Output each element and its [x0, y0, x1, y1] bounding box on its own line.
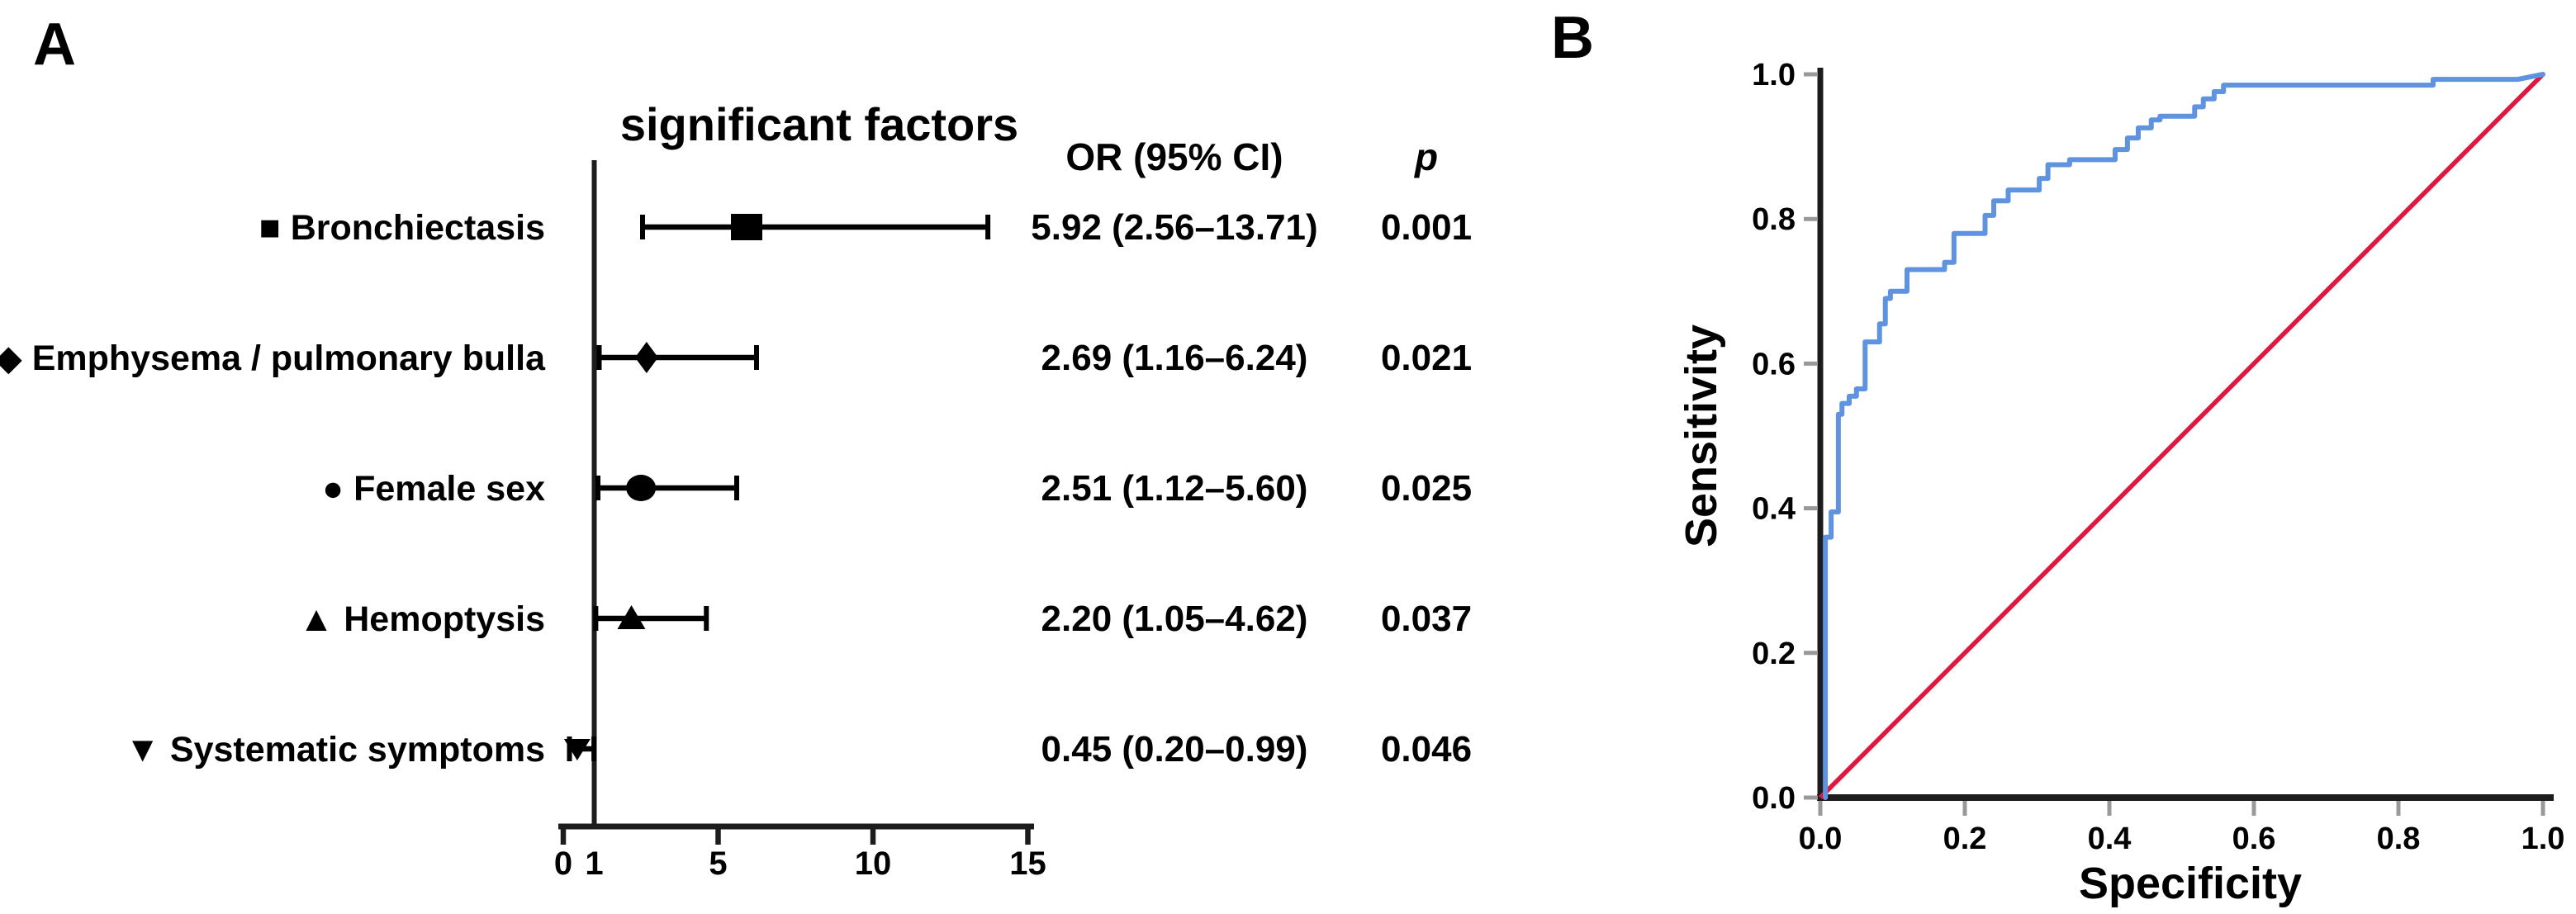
roc-x-tick-label: 1.0 — [2521, 822, 2565, 856]
panel-b-label: B — [1551, 5, 1594, 71]
roc-y-tick-label: 0.0 — [1752, 781, 1796, 816]
roc-y-tick-label: 0.4 — [1752, 492, 1796, 527]
p-value: 0.001 — [1381, 207, 1472, 248]
forest-rows: ■ Bronchiectasis 5.92 (2.56–13.71) 0.001 ◆ … — [0, 207, 1472, 770]
marker-circle — [626, 475, 657, 501]
roc-axis-ticks: 0.0 0.2 0.4 0.6 0.8 1.0 0.0 0.2 0.4 0.6 0.8 1.0 — [1752, 58, 2564, 856]
roc-x-tick-label: 0.6 — [2232, 822, 2276, 856]
or-value: 0.45 (0.20–0.99) — [1041, 729, 1308, 770]
forest-x-tick-label: 0 — [554, 845, 572, 882]
forest-row-label: ▼ Systematic symptoms — [125, 730, 545, 770]
p-value: 0.046 — [1381, 729, 1472, 770]
roc-series — [1819, 72, 2545, 800]
roc-x-tick-label: 0.0 — [1799, 822, 1843, 856]
roc-x-axis-title: Specificity — [2079, 859, 2302, 908]
panel-a-label: A — [33, 12, 76, 78]
forest-x-tick-label: 5 — [709, 845, 727, 882]
forest-x-tick-label: 15 — [1009, 845, 1046, 882]
p-column-header: p — [1413, 135, 1438, 178]
roc-y-tick-label: 0.2 — [1752, 637, 1796, 671]
roc-curve-line — [1823, 72, 2545, 800]
marker-triangle-down — [563, 739, 591, 760]
forest-row-label: ● Female sex — [322, 469, 545, 509]
or-value: 5.92 (2.56–13.71) — [1031, 207, 1317, 248]
forest-x-axis-ticks: 0 1 5 10 15 — [554, 826, 1046, 882]
marker-square — [731, 214, 762, 240]
forest-row: ■ Bronchiectasis 5.92 (2.56–13.71) 0.001 — [259, 207, 1472, 248]
roc-y-tick-label: 0.8 — [1752, 202, 1796, 237]
marker-triangle-up — [617, 605, 646, 629]
p-value: 0.025 — [1381, 468, 1472, 509]
forest-row-label: ■ Bronchiectasis — [259, 208, 545, 248]
forest-x-tick-label: 1 — [585, 845, 603, 882]
forest-row: ▲ Hemoptysis 2.20 (1.05–4.62) 0.037 — [299, 599, 1472, 639]
p-value: 0.037 — [1381, 599, 1472, 639]
roc-diagonal-line — [1819, 73, 2545, 799]
forest-row: ● Female sex 2.51 (1.12–5.60) 0.025 — [322, 468, 1472, 509]
roc-y-tick-label: 1.0 — [1752, 58, 1796, 92]
forest-row-label: ◆ Emphysema / pulmonary bulla — [0, 339, 546, 378]
roc-x-tick-label: 0.8 — [2377, 822, 2421, 856]
forest-row: ▼ Systematic symptoms 0.45 (0.20–0.99) 0.0… — [125, 729, 1472, 770]
roc-y-axis-title: Sensitivity — [1677, 324, 1726, 547]
roc-x-tick-label: 0.4 — [2088, 822, 2132, 856]
or-column-header: OR (95% CI) — [1065, 135, 1283, 178]
forest-x-tick-label: 10 — [855, 845, 892, 882]
p-value: 0.021 — [1381, 338, 1472, 378]
panel-b-roc-plot: B 0.0 0.2 0.4 0.6 0.8 1.0 0.0 0.2 0.4 0.6 0.8 1.0 S… — [1551, 5, 2564, 908]
or-value: 2.51 (1.12–5.60) — [1041, 468, 1308, 509]
or-value: 2.20 (1.05–4.62) — [1041, 599, 1308, 639]
forest-title: significant factors — [620, 98, 1018, 150]
marker-diamond — [634, 342, 658, 373]
roc-x-tick-label: 0.2 — [1943, 822, 1987, 856]
forest-row-label: ▲ Hemoptysis — [299, 599, 545, 639]
or-value: 2.69 (1.16–6.24) — [1041, 338, 1308, 378]
forest-row: ◆ Emphysema / pulmonary bulla 2.69 (1.16–… — [0, 338, 1472, 378]
roc-y-tick-label: 0.6 — [1752, 347, 1796, 381]
